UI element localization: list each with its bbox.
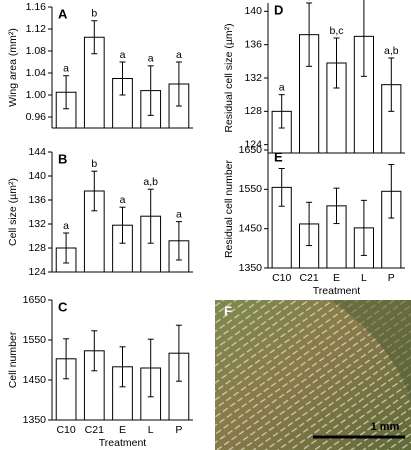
y-tick-label: 0.96	[26, 111, 47, 123]
panel-label: E	[274, 149, 283, 164]
bar-chart: 124 128 132 136 140 144 a b a a,b a Cell size (µm²)…	[7, 146, 193, 278]
y-tick-label: 1350	[239, 262, 263, 274]
y-tick-label: 140	[28, 170, 46, 182]
x-tick-label: E	[333, 272, 340, 284]
error-bar	[175, 324, 182, 382]
error-bar	[91, 330, 98, 372]
x-tick-label: P	[388, 272, 395, 284]
error-bar	[63, 232, 70, 264]
y-tick-label: 132	[244, 72, 262, 84]
y-axis-label: Cell number	[7, 331, 19, 388]
y-tick-label: 128	[244, 105, 262, 117]
error-bar	[306, 201, 313, 247]
error-bar	[278, 167, 285, 207]
significance-letter: a	[63, 63, 69, 75]
y-tick-label: 124	[244, 138, 262, 150]
significance-letter: a	[176, 208, 182, 220]
y-tick-label: 128	[28, 242, 46, 254]
significance-letter: b,c	[329, 25, 343, 37]
x-tick-label: C21	[85, 424, 104, 436]
error-bar	[147, 338, 154, 398]
y-tick-label: 136	[244, 38, 262, 50]
y-tick-label: 136	[28, 194, 46, 206]
significance-letter: b	[91, 158, 97, 170]
x-tick-label: E	[119, 424, 126, 436]
panel-label: F	[224, 303, 232, 318]
y-tick-label: 1.00	[26, 89, 47, 101]
x-tick-label: L	[361, 272, 367, 284]
error-bar	[63, 75, 70, 110]
y-tick-label: 1350	[23, 414, 47, 426]
significance-letter: a,b	[143, 176, 158, 188]
bar-chart: 0.96 1.00 1.04 1.08 1.12 1.16 a b a a a Wing area (…	[7, 1, 193, 129]
y-tick-label: 132	[28, 218, 46, 230]
significance-letter: b,c	[302, 0, 316, 2]
panel-label: B	[58, 151, 67, 166]
photo-panel: F 1 mm	[215, 300, 411, 450]
panel-label: C	[58, 299, 68, 314]
significance-letter: a,b	[384, 45, 399, 57]
scale-bar-label: 1 mm	[371, 421, 400, 433]
y-tick-label: 144	[28, 146, 46, 158]
y-tick-label: 140	[244, 5, 262, 17]
y-tick-label: 1450	[239, 222, 263, 234]
error-bar	[119, 61, 126, 96]
error-bar	[175, 61, 182, 107]
bar-chart: 1350 1450 1550 1650 C10 C21 E L P Treatment Residu…	[223, 144, 405, 297]
x-tick-label: C10	[56, 424, 75, 436]
x-tick-label: C10	[272, 272, 291, 284]
error-bar	[91, 20, 98, 55]
wing-vein	[330, 300, 411, 400]
y-axis-label: Residual cell size (µm²)	[223, 23, 235, 132]
x-tick-label: C21	[299, 272, 318, 284]
error-bar	[119, 206, 126, 244]
y-axis-label: Residual cell number	[223, 159, 235, 258]
y-tick-label: 1.08	[26, 45, 47, 57]
error-bar	[175, 221, 182, 261]
x-tick-label: P	[175, 424, 182, 436]
error-bar	[360, 0, 367, 77]
error-bar	[147, 65, 154, 116]
significance-letter: a	[120, 194, 126, 206]
y-tick-label: 1650	[23, 294, 47, 306]
error-bar	[306, 2, 313, 67]
error-bar	[360, 199, 367, 256]
error-bar	[119, 346, 126, 388]
significance-letter: a	[279, 81, 285, 93]
significance-letter: b	[91, 8, 97, 20]
panel-label: A	[58, 6, 68, 21]
error-bar	[388, 57, 395, 112]
significance-letter: a	[176, 49, 182, 61]
x-axis-label: Treatment	[99, 437, 147, 449]
x-axis-label: Treatment	[313, 285, 361, 297]
y-tick-label: 1.12	[26, 23, 47, 35]
significance-letter: a	[63, 220, 69, 232]
error-bar	[63, 338, 70, 380]
significance-letter: a	[120, 49, 126, 61]
error-bar	[91, 170, 98, 212]
error-bar	[333, 37, 340, 89]
error-bar	[278, 94, 285, 129]
bar-chart: 1350 1450 1550 1650 C10 C21 E L P Treatment Cell n…	[7, 294, 193, 449]
y-tick-label: 1.04	[26, 67, 47, 79]
y-tick-label: 1650	[239, 144, 263, 156]
x-tick-label: L	[148, 424, 154, 436]
y-tick-label: 1.16	[26, 1, 47, 13]
y-tick-label: 1550	[239, 183, 263, 195]
y-axis-label: Cell size (µm²)	[7, 178, 19, 246]
y-axis-label: Wing area (mm²)	[7, 28, 19, 107]
error-bar	[147, 188, 154, 244]
panel-label: D	[274, 2, 283, 17]
significance-letter: a	[148, 53, 154, 65]
y-tick-label: 124	[28, 266, 46, 278]
error-bar	[388, 164, 395, 219]
y-tick-label: 1450	[23, 374, 47, 386]
error-bar	[333, 187, 340, 225]
y-tick-label: 1550	[23, 334, 47, 346]
